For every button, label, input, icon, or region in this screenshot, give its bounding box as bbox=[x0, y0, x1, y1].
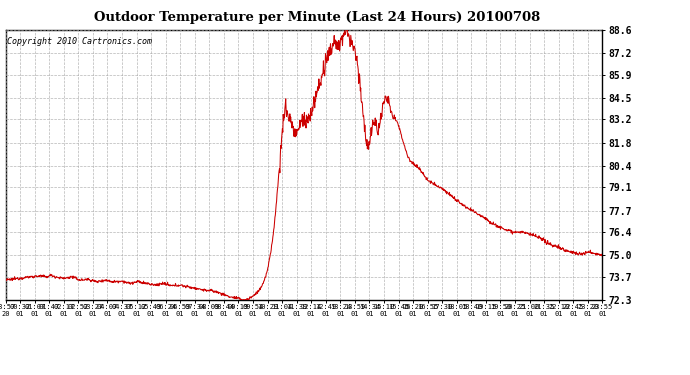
Text: Copyright 2010 Cartronics.com: Copyright 2010 Cartronics.com bbox=[7, 37, 152, 46]
Text: Outdoor Temperature per Minute (Last 24 Hours) 20100708: Outdoor Temperature per Minute (Last 24 … bbox=[95, 11, 540, 24]
